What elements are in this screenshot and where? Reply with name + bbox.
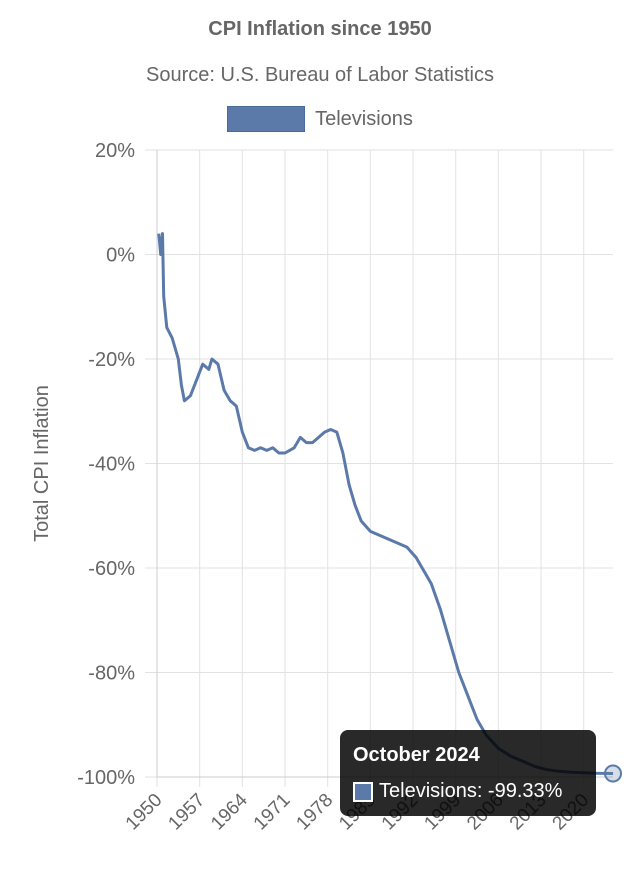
chart-tooltip: October 2024 Televisions: -99.33% — [340, 730, 596, 816]
tooltip-value: Televisions: -99.33% — [379, 780, 563, 802]
hover-point — [604, 764, 622, 783]
x-tick-label: 1964 — [207, 789, 252, 834]
x-tick-label: 1978 — [292, 790, 337, 835]
y-tick-label: -80% — [88, 663, 135, 685]
legend-label[interactable]: Televisions — [315, 107, 413, 130]
x-tick-label: 1950 — [122, 790, 167, 835]
chart-title: CPI Inflation since 1950 — [208, 18, 432, 40]
y-tick-label: 20% — [95, 140, 135, 162]
y-tick-label: -40% — [88, 454, 135, 476]
y-tick-label: -60% — [88, 558, 135, 580]
series-line-televisions — [157, 232, 614, 775]
chart-subtitle: Source: U.S. Bureau of Labor Statistics — [146, 64, 494, 86]
y-tick-label: -100% — [77, 767, 135, 789]
y-tick-label: -20% — [88, 349, 135, 371]
tooltip-title: October 2024 — [353, 744, 480, 766]
tooltip-swatch — [353, 781, 373, 802]
y-axis-label: Total CPI Inflation — [31, 385, 53, 542]
x-tick-label: 1971 — [250, 790, 295, 835]
legend-swatch[interactable] — [227, 106, 306, 132]
chart-legend[interactable]: Televisions — [0, 106, 640, 132]
tooltip-row: Televisions: -99.33% — [353, 780, 562, 803]
y-tick-label: 0% — [106, 245, 135, 267]
x-tick-label: 1957 — [164, 790, 209, 835]
